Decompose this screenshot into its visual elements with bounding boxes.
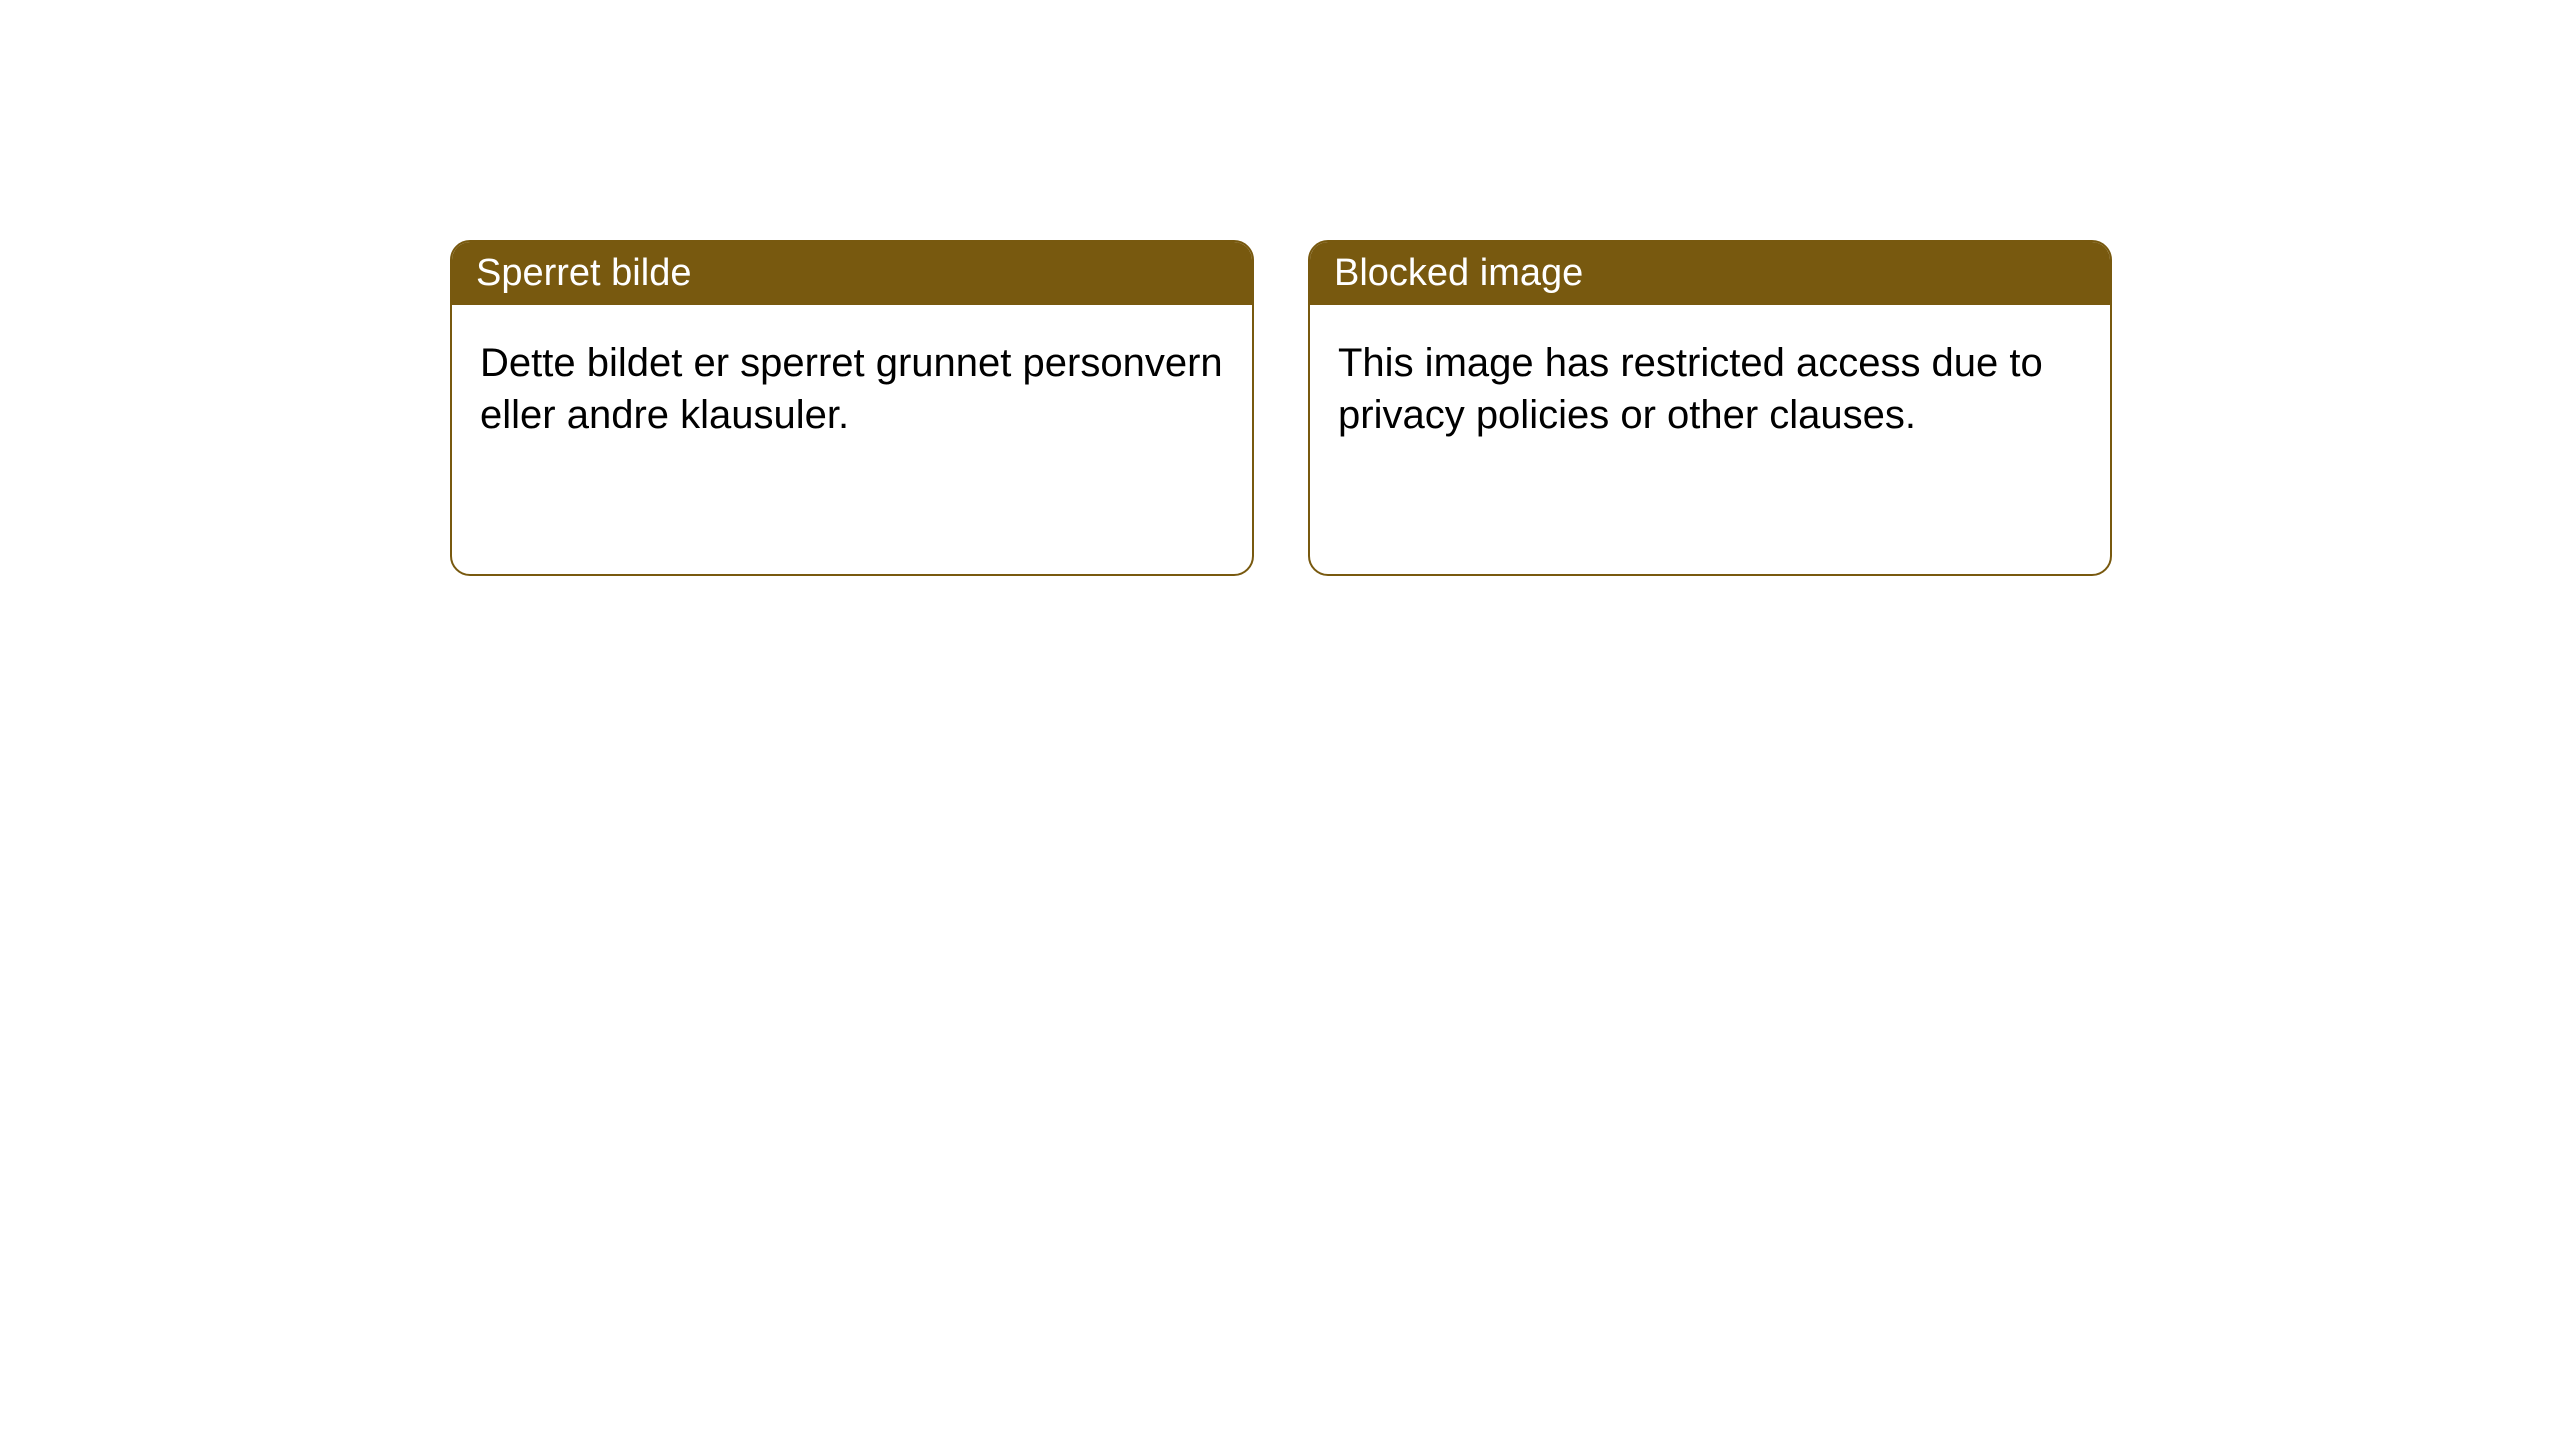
card-header: Blocked image — [1310, 242, 2110, 305]
card-body: This image has restricted access due to … — [1310, 305, 2110, 473]
notice-cards-container: Sperret bilde Dette bildet er sperret gr… — [0, 0, 2560, 576]
card-header: Sperret bilde — [452, 242, 1252, 305]
card-title: Blocked image — [1334, 252, 1583, 294]
card-message: This image has restricted access due to … — [1338, 341, 2043, 437]
notice-card-norwegian: Sperret bilde Dette bildet er sperret gr… — [450, 240, 1254, 576]
card-title: Sperret bilde — [476, 252, 691, 294]
card-body: Dette bildet er sperret grunnet personve… — [452, 305, 1252, 473]
card-message: Dette bildet er sperret grunnet personve… — [480, 341, 1223, 437]
notice-card-english: Blocked image This image has restricted … — [1308, 240, 2112, 576]
